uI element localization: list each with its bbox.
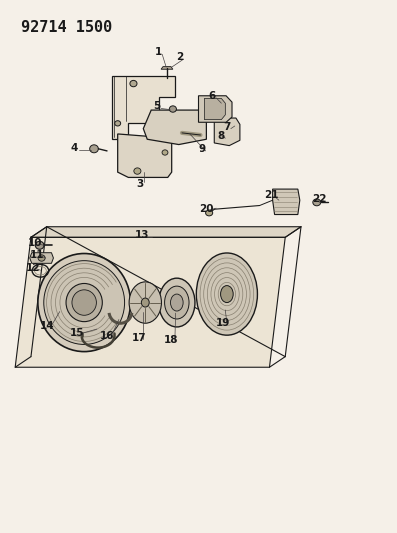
Text: 5: 5	[153, 101, 160, 111]
Text: 6: 6	[208, 91, 215, 101]
Text: 10: 10	[28, 238, 42, 248]
Text: 21: 21	[264, 190, 279, 200]
Text: 12: 12	[26, 263, 40, 272]
Text: 15: 15	[70, 328, 84, 338]
Text: 18: 18	[164, 335, 178, 345]
Polygon shape	[204, 99, 225, 119]
Ellipse shape	[197, 253, 257, 335]
Text: 16: 16	[100, 331, 114, 341]
Text: 2: 2	[176, 52, 183, 62]
Ellipse shape	[141, 298, 149, 307]
Ellipse shape	[170, 106, 176, 112]
Ellipse shape	[221, 286, 233, 303]
Polygon shape	[161, 67, 173, 69]
Ellipse shape	[206, 210, 213, 216]
Polygon shape	[30, 253, 54, 263]
Text: 9: 9	[198, 144, 205, 154]
Ellipse shape	[170, 294, 183, 311]
Text: 13: 13	[135, 230, 150, 240]
Polygon shape	[143, 110, 206, 144]
Ellipse shape	[115, 120, 121, 126]
Ellipse shape	[38, 254, 131, 352]
Polygon shape	[112, 76, 175, 139]
Ellipse shape	[35, 241, 44, 249]
Text: 20: 20	[199, 204, 214, 214]
Text: 11: 11	[30, 250, 44, 260]
Polygon shape	[214, 118, 240, 146]
Ellipse shape	[313, 199, 321, 206]
Text: 92714 1500: 92714 1500	[21, 20, 112, 35]
Polygon shape	[15, 237, 285, 367]
Ellipse shape	[66, 284, 102, 321]
Text: 1: 1	[155, 47, 162, 57]
Ellipse shape	[72, 290, 96, 316]
Ellipse shape	[162, 150, 168, 155]
Polygon shape	[198, 96, 232, 122]
Text: 4: 4	[71, 143, 78, 153]
Polygon shape	[118, 134, 172, 177]
Ellipse shape	[44, 261, 125, 344]
Text: 17: 17	[132, 333, 146, 343]
Ellipse shape	[38, 255, 45, 261]
Ellipse shape	[129, 282, 162, 323]
Text: 8: 8	[218, 131, 225, 141]
Text: 19: 19	[216, 318, 230, 328]
Ellipse shape	[90, 145, 98, 153]
Text: 3: 3	[137, 179, 144, 189]
Polygon shape	[31, 227, 301, 237]
Ellipse shape	[130, 80, 137, 87]
Text: 7: 7	[223, 122, 231, 132]
Ellipse shape	[165, 286, 189, 319]
Text: 14: 14	[39, 321, 54, 331]
Ellipse shape	[134, 168, 141, 174]
Polygon shape	[273, 189, 300, 215]
Ellipse shape	[159, 278, 195, 327]
Text: 22: 22	[312, 194, 326, 204]
